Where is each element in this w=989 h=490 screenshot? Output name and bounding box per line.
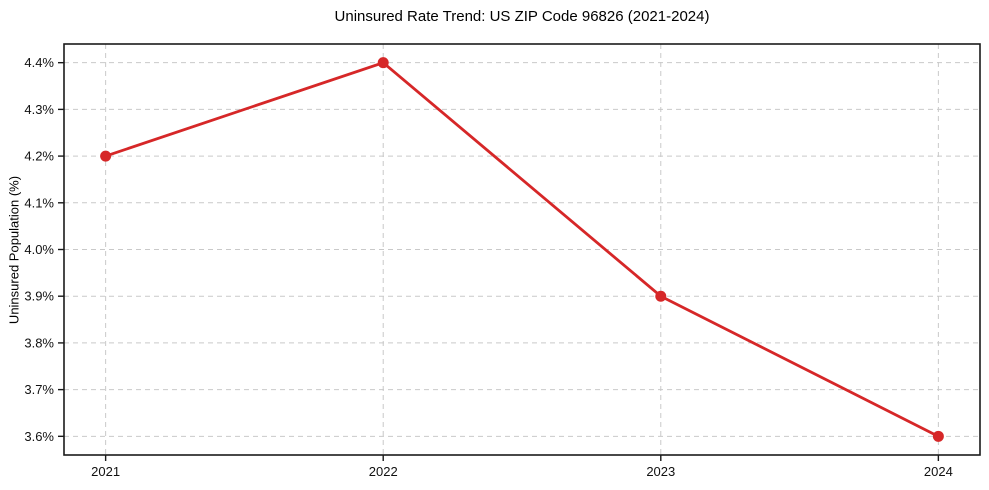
y-tick-label: 4.0% (24, 242, 54, 257)
data-point-marker (377, 57, 389, 69)
chart-title: Uninsured Rate Trend: US ZIP Code 96826 … (334, 8, 710, 25)
y-tick-label: 3.9% (24, 289, 54, 304)
data-point-marker (655, 290, 667, 302)
y-tick-label: 4.3% (24, 102, 54, 117)
x-tick-label: 2021 (91, 464, 120, 479)
series-line (104, 61, 940, 438)
x-tick-label: 2023 (646, 464, 675, 479)
x-tick-label: 2024 (924, 464, 953, 479)
x-tick-label: 2022 (369, 464, 398, 479)
y-tick-label: 3.6% (24, 429, 54, 444)
y-tick-label: 4.2% (24, 149, 54, 164)
y-tick-label: 3.7% (24, 382, 54, 397)
y-tick-label: 3.8% (24, 335, 54, 350)
y-tick-label: 4.4% (24, 55, 54, 70)
data-point-marker (100, 150, 112, 162)
y-tick-label: 4.1% (24, 195, 54, 210)
data-point-marker (932, 430, 944, 442)
